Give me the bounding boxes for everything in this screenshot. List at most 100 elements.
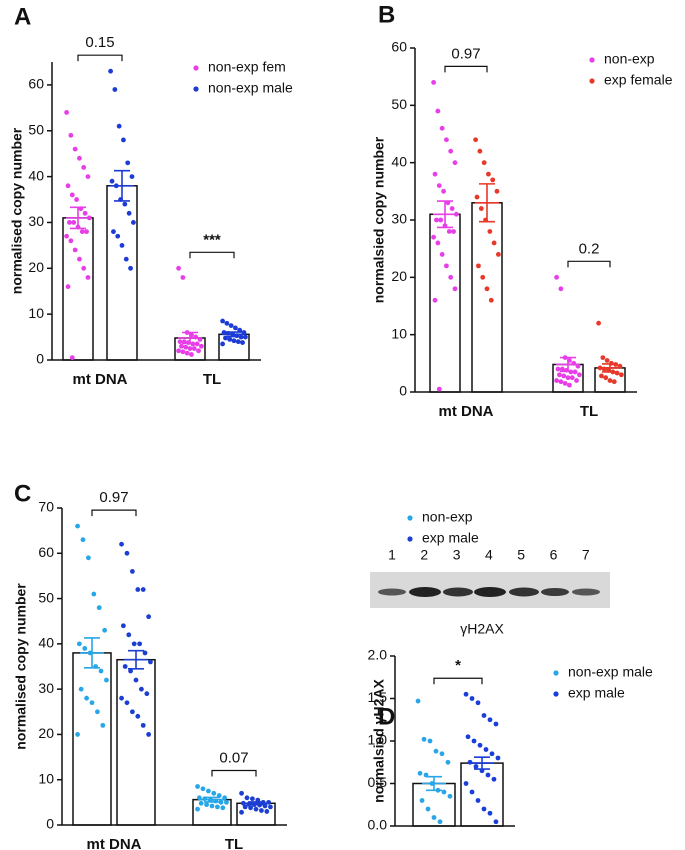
data-point: [496, 252, 501, 257]
data-point: [146, 732, 152, 737]
y-tick-label: 20: [28, 259, 44, 275]
data-point: [449, 206, 455, 211]
legend-marker: [553, 670, 559, 676]
data-point: [137, 641, 143, 647]
data-point: [119, 541, 124, 547]
comparison-label: 0.97: [99, 489, 128, 506]
data-point: [196, 348, 201, 354]
data-point: [425, 806, 431, 812]
data-point: [95, 709, 100, 715]
data-point: [112, 87, 118, 92]
error-bar: [433, 200, 457, 229]
bar: [106, 185, 138, 361]
data-point: [177, 339, 183, 345]
data-point: [567, 382, 572, 388]
data-point: [85, 275, 91, 280]
data-point: [473, 137, 478, 143]
legend-label: non-exp: [422, 509, 473, 525]
blot-band: [409, 587, 441, 597]
lane-label: 5: [517, 547, 525, 563]
y-tick-label: 30: [38, 680, 54, 696]
data-point: [233, 325, 238, 331]
blot-band: [474, 587, 506, 597]
data-point: [89, 700, 95, 706]
data-point: [148, 659, 153, 665]
blot-band: [378, 588, 406, 596]
data-point: [81, 165, 87, 170]
data-point: [71, 220, 77, 225]
data-point: [195, 806, 200, 812]
data-point: [211, 790, 217, 796]
data-point: [129, 174, 135, 180]
data-point: [465, 734, 471, 740]
data-point: [488, 297, 494, 303]
error-bar: [222, 331, 246, 338]
data-point: [65, 183, 71, 189]
data-point: [85, 555, 91, 561]
data-point: [199, 343, 204, 349]
data-point: [436, 386, 442, 392]
data-point: [75, 523, 80, 529]
data-point: [596, 320, 601, 326]
data-point: [439, 252, 445, 257]
data-point: [473, 764, 479, 769]
data-point: [427, 738, 433, 744]
data-point: [481, 160, 487, 166]
data-point: [119, 242, 125, 248]
data-point: [445, 759, 451, 765]
legend-marker: [589, 57, 595, 63]
y-tick-label: 0: [46, 816, 54, 832]
data-point: [415, 698, 421, 704]
data-point: [187, 346, 193, 351]
data-point: [444, 263, 449, 269]
data-point: [469, 789, 475, 795]
y-tick-label: 0.0: [368, 817, 388, 833]
y-axis-label: normalsied copy number: [371, 136, 387, 303]
comparison-label: ***: [203, 231, 221, 248]
data-point: [268, 804, 273, 810]
data-point: [239, 809, 244, 815]
data-point: [77, 155, 82, 161]
data-point: [452, 160, 458, 166]
data-point: [69, 192, 75, 198]
data-point: [259, 808, 264, 813]
data-point: [441, 789, 447, 795]
blot-band: [443, 587, 473, 597]
error-bar: [80, 637, 104, 669]
data-point: [448, 148, 454, 154]
data-point: [489, 751, 495, 757]
data-point: [204, 802, 209, 808]
data-point: [248, 805, 253, 811]
y-tick-label: 2.0: [368, 647, 388, 663]
data-point: [198, 800, 204, 806]
data-point: [467, 759, 473, 765]
data-point: [85, 174, 91, 180]
data-point: [111, 229, 116, 235]
blot-band: [541, 588, 569, 596]
data-point: [239, 790, 244, 796]
data-point: [244, 795, 250, 801]
y-tick-label: 0: [36, 351, 44, 367]
data-point: [200, 786, 206, 792]
data-point: [491, 776, 497, 782]
data-point: [131, 641, 137, 647]
data-point: [81, 265, 87, 271]
data-point: [438, 217, 444, 223]
data-point: [481, 713, 487, 718]
error-bar: [422, 775, 446, 792]
data-point: [478, 206, 484, 211]
data-point: [140, 722, 146, 728]
data-point: [231, 338, 237, 344]
data-point: [228, 323, 234, 329]
y-tick-label: 1.5: [368, 689, 388, 705]
data-point: [220, 805, 226, 811]
data-point: [176, 348, 182, 354]
data-point: [444, 137, 449, 143]
data-point: [74, 197, 79, 202]
data-point: [483, 747, 489, 752]
data-point: [559, 366, 565, 372]
data-point: [126, 210, 132, 216]
data-point: [487, 810, 493, 816]
data-point: [180, 275, 186, 280]
y-tick-label: 0.5: [368, 774, 388, 790]
